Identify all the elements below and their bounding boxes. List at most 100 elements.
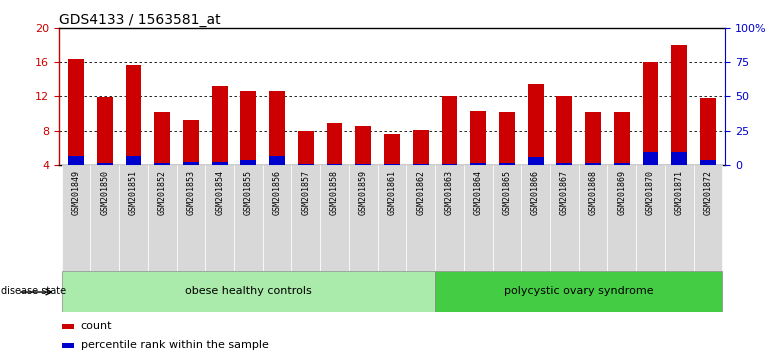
Text: GSM201870: GSM201870 [646, 170, 655, 215]
Bar [528, 84, 543, 165]
Text: obese healthy controls: obese healthy controls [185, 286, 312, 296]
Bar [636, 165, 665, 271]
Bar [269, 156, 285, 165]
Bar [435, 271, 722, 312]
Text: GDS4133 / 1563581_at: GDS4133 / 1563581_at [59, 13, 220, 27]
Bar [384, 164, 400, 165]
Bar [441, 97, 457, 165]
Text: GSM201858: GSM201858 [330, 170, 339, 215]
Bar [406, 165, 435, 271]
Bar [241, 160, 256, 165]
Bar [550, 165, 579, 271]
Bar [125, 65, 141, 165]
Bar [384, 134, 400, 165]
Bar [269, 91, 285, 165]
Bar [292, 165, 320, 271]
Bar [671, 152, 687, 165]
Text: GSM201868: GSM201868 [589, 170, 597, 215]
Bar [212, 162, 227, 165]
Text: GSM201854: GSM201854 [215, 170, 224, 215]
Text: percentile rank within the sample: percentile rank within the sample [81, 339, 269, 350]
Bar [470, 111, 486, 165]
Bar [62, 343, 74, 348]
Bar [700, 160, 716, 165]
Bar [125, 156, 141, 165]
Text: GSM201864: GSM201864 [474, 170, 483, 215]
Bar [378, 165, 406, 271]
Bar [68, 59, 84, 165]
Bar [320, 165, 349, 271]
Text: polycystic ovary syndrome: polycystic ovary syndrome [504, 286, 654, 296]
Text: GSM201865: GSM201865 [503, 170, 511, 215]
Bar [608, 165, 636, 271]
Text: GSM201866: GSM201866 [531, 170, 540, 215]
Bar [441, 164, 457, 165]
Bar [327, 123, 343, 165]
Bar [263, 165, 292, 271]
Bar [241, 91, 256, 165]
Bar [298, 164, 314, 165]
Bar [183, 120, 199, 165]
Bar [579, 165, 608, 271]
Bar [298, 131, 314, 165]
Bar [62, 271, 435, 312]
Bar [585, 112, 601, 165]
Bar [665, 165, 694, 271]
Bar [557, 97, 572, 165]
Bar [154, 163, 170, 165]
Text: GSM201872: GSM201872 [703, 170, 713, 215]
Text: GSM201862: GSM201862 [416, 170, 425, 215]
Bar [119, 165, 148, 271]
Bar [499, 163, 515, 165]
Bar [413, 130, 429, 165]
Text: GSM201855: GSM201855 [244, 170, 253, 215]
Text: GSM201863: GSM201863 [445, 170, 454, 215]
Bar [643, 62, 659, 165]
Bar [585, 163, 601, 165]
Text: GSM201869: GSM201869 [617, 170, 626, 215]
Bar [349, 165, 378, 271]
Bar [521, 165, 550, 271]
Bar [492, 165, 521, 271]
Bar [97, 97, 113, 165]
Bar [176, 165, 205, 271]
Bar [205, 165, 234, 271]
Bar [643, 152, 659, 165]
Bar [499, 112, 515, 165]
Bar [528, 157, 543, 165]
Bar [700, 98, 716, 165]
Bar [234, 165, 263, 271]
Bar [90, 165, 119, 271]
Text: GSM201851: GSM201851 [129, 170, 138, 215]
Bar [355, 164, 371, 165]
Bar [557, 163, 572, 165]
Bar [62, 324, 74, 329]
Text: GSM201856: GSM201856 [273, 170, 281, 215]
Text: GSM201857: GSM201857 [301, 170, 310, 215]
Bar [614, 163, 630, 165]
Bar [413, 164, 429, 165]
Bar [694, 165, 722, 271]
Text: count: count [81, 321, 112, 331]
Bar [62, 165, 90, 271]
Bar [97, 163, 113, 165]
Text: GSM201861: GSM201861 [387, 170, 397, 215]
Text: GSM201859: GSM201859 [359, 170, 368, 215]
Bar [470, 163, 486, 165]
Bar [148, 165, 176, 271]
Text: disease state: disease state [1, 286, 66, 296]
Bar [327, 164, 343, 165]
Bar [68, 156, 84, 165]
Text: GSM201852: GSM201852 [158, 170, 167, 215]
Text: GSM201871: GSM201871 [675, 170, 684, 215]
Bar [671, 45, 687, 165]
Bar [614, 112, 630, 165]
Bar [435, 165, 464, 271]
Bar [355, 126, 371, 165]
Bar [154, 112, 170, 165]
Bar [464, 165, 492, 271]
Text: GSM201867: GSM201867 [560, 170, 569, 215]
Bar [183, 162, 199, 165]
Bar [212, 86, 227, 165]
Text: GSM201849: GSM201849 [71, 170, 81, 215]
